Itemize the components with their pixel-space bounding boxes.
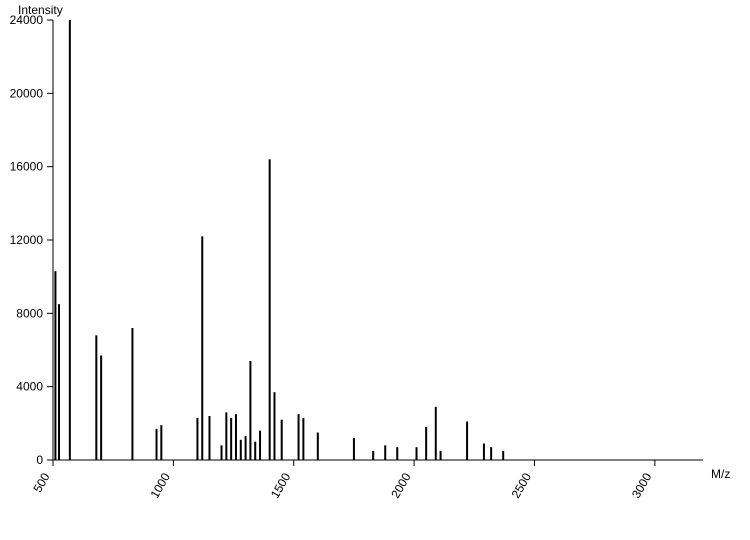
peaks-group (54, 20, 504, 460)
x-tick-label: 3000 (629, 470, 655, 500)
peak-bar (230, 418, 232, 460)
peak-bar (69, 20, 71, 460)
peak-bar (156, 429, 158, 460)
peak-bar (435, 407, 437, 460)
peak-bar (281, 420, 283, 460)
peak-bar (372, 451, 374, 460)
x-tick-label: 2500 (509, 470, 535, 500)
peak-bar (95, 335, 97, 460)
y-tick-label: 20000 (10, 86, 44, 100)
peak-bar (269, 159, 271, 460)
peak-bar (201, 236, 203, 460)
peak-bar (483, 444, 485, 461)
y-axis-label: Intensity (18, 3, 63, 17)
peak-bar (208, 416, 210, 460)
x-axis-label: M/z (711, 467, 730, 481)
y-tick-label: 0 (36, 453, 43, 467)
peak-bar (221, 445, 223, 460)
peak-bar (317, 433, 319, 461)
spectrum-svg: 0400080001200016000200002400050010001500… (0, 0, 750, 540)
mass-spectrum-chart: 0400080001200016000200002400050010001500… (0, 0, 750, 540)
peak-bar (384, 445, 386, 460)
peak-bar (466, 422, 468, 461)
y-tick-label: 16000 (10, 160, 44, 174)
peak-bar (245, 436, 247, 460)
peak-bar (396, 447, 398, 460)
peak-bar (54, 271, 56, 460)
peak-bar (490, 447, 492, 460)
peak-bar (502, 451, 504, 460)
peak-bar (353, 438, 355, 460)
x-tick-label: 1000 (147, 470, 173, 500)
peak-bar (160, 425, 162, 460)
y-tick-label: 12000 (10, 233, 44, 247)
peak-bar (302, 418, 304, 460)
peak-bar (259, 431, 261, 460)
peak-bar (196, 418, 198, 460)
peak-bar (225, 412, 227, 460)
peak-bar (131, 328, 133, 460)
peak-bar (440, 451, 442, 460)
peak-bar (249, 361, 251, 460)
peak-bar (100, 356, 102, 461)
peak-bar (254, 442, 256, 460)
peak-bar (416, 447, 418, 460)
x-tick-label: 2000 (388, 470, 414, 500)
x-tick-label: 500 (30, 470, 52, 495)
peak-bar (240, 440, 242, 460)
peak-bar (298, 414, 300, 460)
peak-bar (425, 427, 427, 460)
y-tick-label: 4000 (16, 380, 43, 394)
peak-bar (273, 392, 275, 460)
x-tick-label: 1500 (268, 470, 294, 500)
peak-bar (58, 304, 60, 460)
peak-bar (235, 414, 237, 460)
y-tick-label: 8000 (16, 306, 43, 320)
